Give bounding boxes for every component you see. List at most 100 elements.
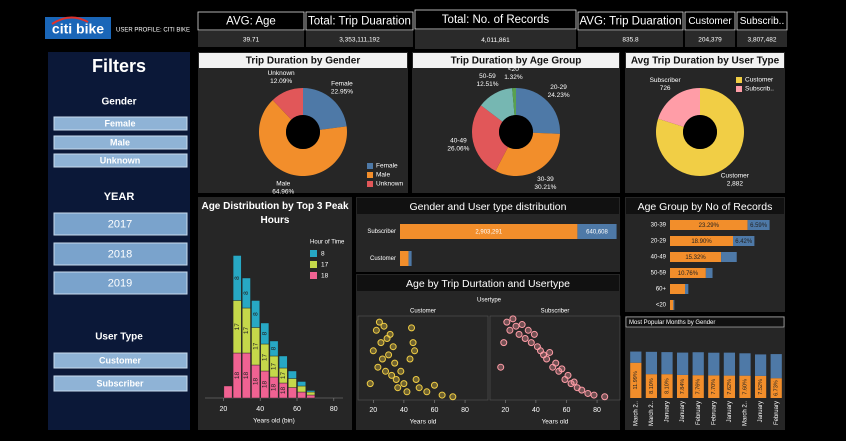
category-label: March 2.. [649, 401, 655, 426]
x-tick-label: 40 [256, 406, 264, 413]
filter-option[interactable]: 2018 [108, 248, 132, 260]
bar-segment [705, 268, 713, 278]
kpi-title-box [197, 11, 305, 31]
title-bar [626, 198, 784, 214]
kpi-value: 4,011,861 [481, 37, 510, 44]
filter-button[interactable] [53, 352, 188, 369]
legend-label: Unknown [376, 181, 403, 188]
segment-label: 17 [252, 342, 259, 350]
scatter-point [524, 326, 532, 334]
chart-title: Trip Duration by Gender [246, 56, 361, 67]
category-label: Customer [370, 256, 396, 262]
bar-segment [670, 268, 706, 278]
logo: citi bike [52, 21, 104, 37]
kpi-value: 3,353,111,192 [339, 37, 380, 44]
pie-slice [272, 88, 303, 120]
column-segment [723, 375, 736, 398]
facet-title: Usertype [477, 298, 502, 304]
filter-option[interactable]: Subscriber [96, 378, 144, 388]
scatter-point [584, 389, 592, 397]
filter-option[interactable]: 2019 [108, 277, 132, 289]
filter-panel [48, 52, 190, 430]
value-label: 7.60% [742, 379, 748, 395]
filter-button[interactable] [53, 116, 188, 131]
kpi-value: 3,807,482 [748, 37, 777, 44]
slice-value: 726 [660, 85, 671, 92]
slice-label: <20 [508, 66, 519, 73]
segment-label: 8 [271, 346, 278, 350]
hist-segment [269, 340, 279, 357]
x-axis-label: Years old (bin) [253, 418, 295, 425]
scatter-point [412, 376, 420, 383]
scatter-point [403, 388, 411, 396]
category-label: January [758, 401, 764, 422]
column-segment [708, 352, 720, 376]
pie-slice [516, 88, 561, 134]
filter-option[interactable]: Male [110, 137, 130, 147]
slice-value: 2,882 [727, 180, 744, 187]
scatter-point [552, 359, 560, 367]
legend-title: Hour of Time [310, 240, 345, 246]
scatter-point [406, 355, 414, 363]
bar-segment [577, 224, 617, 239]
chart-title: Age Group by No of Records [638, 201, 773, 213]
filter-option[interactable]: Customer [99, 355, 142, 365]
profile-label: USER PROFILE: CITI BIKE [116, 28, 190, 34]
scatter-point [388, 371, 396, 379]
scatter-point [558, 365, 566, 373]
chart-title: Most Popular Months by Gender [629, 320, 715, 326]
filter-button[interactable] [53, 212, 188, 236]
scatter-point [430, 381, 438, 389]
column-segment [676, 374, 689, 398]
category-label: <20 [656, 303, 667, 309]
chart-title: Age by Trip Durtation and Usertype [406, 278, 570, 290]
legend-swatch [310, 261, 317, 268]
scatter-point [385, 351, 393, 359]
value-label: 8.10% [649, 378, 655, 394]
segment-label: 8 [243, 291, 250, 295]
title-bar [413, 53, 619, 68]
chart-title: Age Distribution by Top 3 Peak Hours [201, 201, 349, 226]
slice-label: Male [276, 180, 290, 187]
filter-button[interactable] [53, 135, 188, 150]
hist-segment [288, 387, 297, 399]
column-segment [754, 375, 767, 398]
donut-hole [499, 115, 533, 149]
slice-label: Subscriber [650, 77, 682, 84]
kpi-title-box [305, 11, 414, 31]
legend-swatch [310, 250, 317, 257]
bar-segment [670, 236, 733, 246]
value-label: 7.52% [758, 379, 764, 395]
pie-slice [658, 88, 700, 127]
bar-segment [685, 284, 689, 294]
value-label: 10.76% [678, 271, 699, 277]
category-label: January [665, 401, 671, 422]
hist-segment [278, 355, 288, 369]
filter-option[interactable]: 2017 [108, 218, 132, 230]
slice-label: 20-29 [550, 84, 567, 91]
logo-arc [51, 16, 89, 25]
x-tick-label: 20 [501, 407, 509, 414]
kpi-value-box [415, 30, 576, 49]
category-label: 20-29 [651, 239, 667, 245]
slice-value: 12.51% [476, 81, 498, 88]
hist-segment [223, 385, 233, 399]
value-label: 23.29% [699, 223, 720, 229]
filter-button[interactable] [53, 153, 188, 168]
filter-option[interactable]: Unknown [100, 155, 141, 165]
scatter-point [601, 393, 609, 401]
value-label: 6.42% [735, 239, 753, 245]
slice-label: Unknown [268, 70, 295, 77]
filter-option[interactable]: Female [104, 118, 135, 128]
segment-label: 18 [271, 384, 278, 392]
legend-label: Customer [745, 77, 774, 84]
filter-button[interactable] [53, 271, 188, 295]
scatter-point [375, 318, 383, 326]
chart-title: Gender and User type distribution [409, 201, 566, 213]
bar-segment [408, 251, 412, 266]
bar-segment [673, 300, 675, 310]
scatter-point [382, 367, 390, 375]
value-label: 7.84% [680, 379, 686, 395]
filter-button[interactable] [53, 375, 188, 392]
filter-button[interactable] [53, 242, 188, 266]
